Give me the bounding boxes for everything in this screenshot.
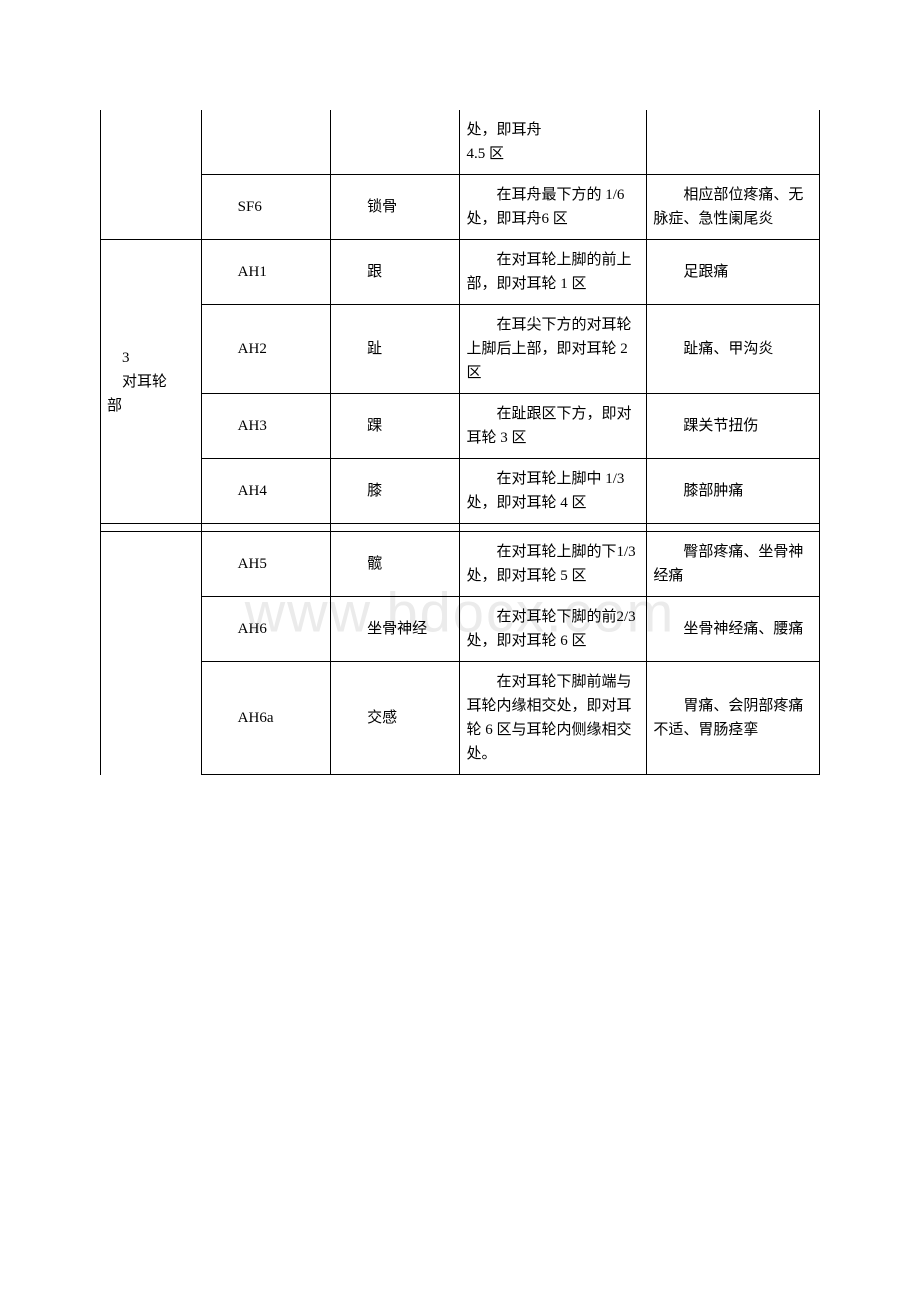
table-container: 处，即耳舟 4.5 区 SF6 锁骨 在耳舟最下方的 1/6处，即耳舟6 区 相… (100, 110, 820, 775)
indication-cell: 踝关节扭伤 (647, 394, 820, 459)
location-cell: 在对耳轮上脚中 1/3处，即对耳轮 4 区 (460, 459, 647, 524)
point-cell: 跟 (331, 240, 460, 305)
table-row: AH6a 交感 在对耳轮下脚前端与耳轮内缘相交处，即对耳轮 6 区与耳轮内侧缘相… (101, 662, 820, 775)
acupoint-table: 处，即耳舟 4.5 区 SF6 锁骨 在耳舟最下方的 1/6处，即耳舟6 区 相… (100, 110, 820, 775)
table-row: AH4 膝 在对耳轮上脚中 1/3处，即对耳轮 4 区 膝部肿痛 (101, 459, 820, 524)
indication-cell: 膝部肿痛 (647, 459, 820, 524)
code-cell: AH2 (201, 305, 330, 394)
code-cell (201, 110, 330, 175)
code-cell: AH1 (201, 240, 330, 305)
location-cell: 在耳尖下方的对耳轮上脚后上部，即对耳轮 2 区 (460, 305, 647, 394)
code-cell: SF6 (201, 175, 330, 240)
location-cell: 在趾跟区下方，即对耳轮 3 区 (460, 394, 647, 459)
location-cell: 在对耳轮下脚前端与耳轮内缘相交处，即对耳轮 6 区与耳轮内侧缘相交处。 (460, 662, 647, 775)
table-row: AH2 趾 在耳尖下方的对耳轮上脚后上部，即对耳轮 2 区 趾痛、甲沟炎 (101, 305, 820, 394)
indication-cell: 相应部位疼痛、无脉症、急性阑尾炎 (647, 175, 820, 240)
spacer-row (101, 524, 820, 532)
point-cell: 趾 (331, 305, 460, 394)
location-cell: 在耳舟最下方的 1/6处，即耳舟6 区 (460, 175, 647, 240)
table-row: AH6 坐骨神经 在对耳轮下脚的前2/3 处，即对耳轮 6 区 坐骨神经痛、腰痛 (101, 597, 820, 662)
point-cell: 髋 (331, 532, 460, 597)
code-cell: AH6a (201, 662, 330, 775)
table-row: 处，即耳舟 4.5 区 (101, 110, 820, 175)
indication-cell: 足跟痛 (647, 240, 820, 305)
section-cell (101, 110, 202, 240)
table-row: AH5 髋 在对耳轮上脚的下1/3 处，即对耳轮 5 区 臀部疼痛、坐骨神经痛 (101, 532, 820, 597)
location-cell: 在对耳轮上脚的下1/3 处，即对耳轮 5 区 (460, 532, 647, 597)
location-cell: 处，即耳舟 4.5 区 (460, 110, 647, 175)
indication-cell: 坐骨神经痛、腰痛 (647, 597, 820, 662)
indication-cell: 趾痛、甲沟炎 (647, 305, 820, 394)
indication-cell (647, 110, 820, 175)
table-row: AH3 踝 在趾跟区下方，即对耳轮 3 区 踝关节扭伤 (101, 394, 820, 459)
location-cell: 在对耳轮上脚的前上部，即对耳轮 1 区 (460, 240, 647, 305)
location-cell: 在对耳轮下脚的前2/3 处，即对耳轮 6 区 (460, 597, 647, 662)
code-cell: AH6 (201, 597, 330, 662)
point-cell: 踝 (331, 394, 460, 459)
section-cell (101, 532, 202, 775)
code-cell: AH5 (201, 532, 330, 597)
code-cell: AH3 (201, 394, 330, 459)
point-cell: 膝 (331, 459, 460, 524)
point-cell: 坐骨神经 (331, 597, 460, 662)
table-row: 3 对耳轮 部 AH1 跟 在对耳轮上脚的前上部，即对耳轮 1 区 足跟痛 (101, 240, 820, 305)
section-cell: 3 对耳轮 部 (101, 240, 202, 524)
indication-cell: 胃痛、会阴部疼痛不适、胃肠痉挛 (647, 662, 820, 775)
point-cell: 交感 (331, 662, 460, 775)
code-cell: AH4 (201, 459, 330, 524)
table-row: SF6 锁骨 在耳舟最下方的 1/6处，即耳舟6 区 相应部位疼痛、无脉症、急性… (101, 175, 820, 240)
point-cell (331, 110, 460, 175)
point-cell: 锁骨 (331, 175, 460, 240)
indication-cell: 臀部疼痛、坐骨神经痛 (647, 532, 820, 597)
